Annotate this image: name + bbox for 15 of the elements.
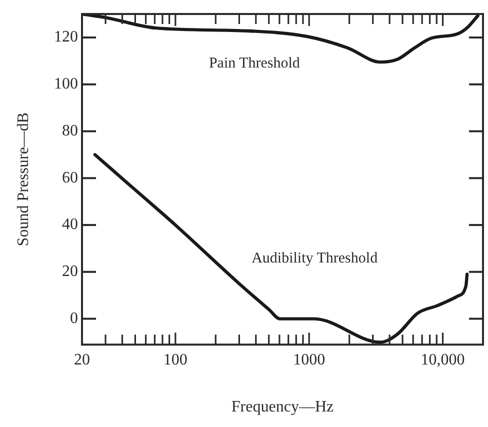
series-label: Pain Threshold	[208, 56, 300, 72]
y-tick-label: 80	[62, 122, 78, 140]
x-axis-title: Frequency—Hz	[231, 398, 334, 416]
y-tick-label: 100	[54, 76, 78, 93]
y-tick-label: 40	[62, 216, 78, 234]
x-tick-label: 1000	[293, 351, 326, 368]
y-tick-label: 120	[54, 28, 78, 46]
x-tick-label: 100	[163, 351, 188, 368]
series-label: Audibility Threshold	[252, 250, 378, 267]
x-tick-label: 10,000	[420, 351, 465, 368]
x-tick-label: 20	[74, 351, 90, 368]
y-axis-title: Sound Pressure—dB	[14, 112, 32, 246]
y-tick-label: 20	[62, 263, 78, 280]
y-tick-label: 60	[62, 169, 78, 186]
y-tick-label: 0	[70, 310, 78, 328]
